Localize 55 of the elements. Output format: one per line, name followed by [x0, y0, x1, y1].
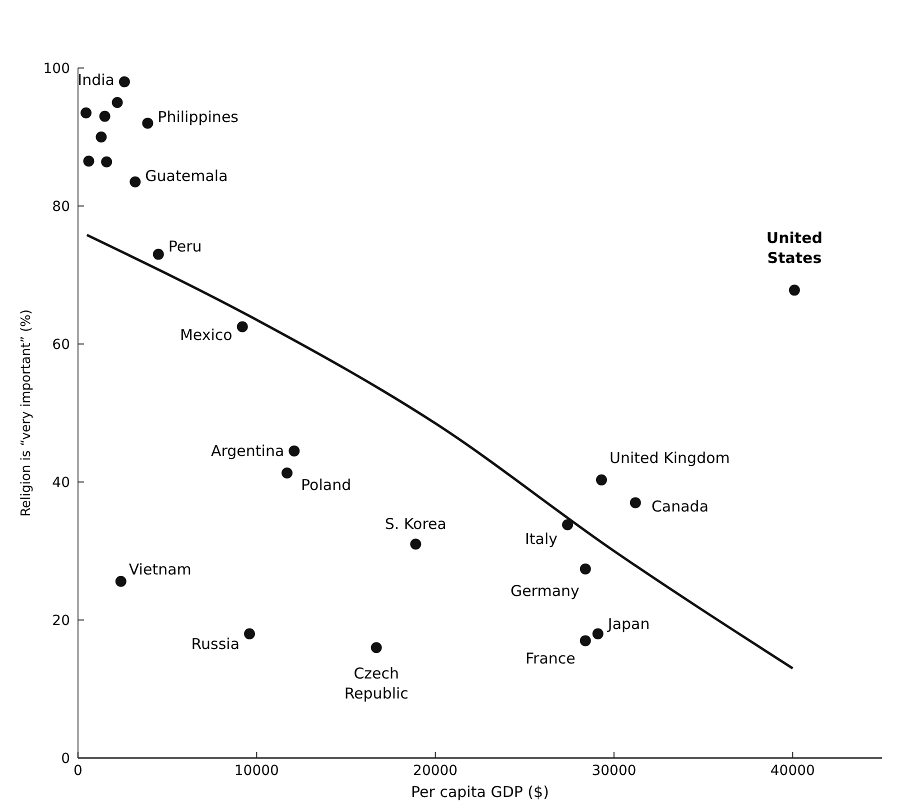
y-axis-title: Religion is “very important” (%)	[19, 309, 34, 517]
point	[410, 538, 422, 550]
point	[83, 156, 94, 167]
point	[118, 76, 130, 88]
y-tick-label: 40	[52, 475, 70, 491]
annotation: United Kingdom	[609, 448, 730, 467]
point	[112, 97, 123, 108]
point	[370, 642, 382, 654]
point	[236, 321, 248, 332]
point	[788, 284, 800, 296]
annotation: Argentina	[211, 442, 284, 460]
point	[562, 519, 574, 530]
x-tick-label: 40000	[770, 763, 815, 779]
point	[580, 635, 591, 646]
point	[96, 132, 107, 142]
x-tick-label: 10000	[234, 763, 279, 779]
x-tick-label: 0	[74, 763, 82, 779]
point	[99, 110, 110, 122]
x-tick-label: 30000	[592, 763, 636, 779]
annotation: Germany	[510, 582, 580, 600]
point	[282, 468, 293, 479]
y-tick-label: 80	[52, 199, 70, 215]
annotation: Czech Republic	[344, 664, 408, 703]
y-tick-label: 0	[61, 751, 70, 767]
point	[115, 576, 126, 587]
annotation: Italy	[525, 530, 558, 548]
point	[152, 248, 164, 260]
point	[596, 474, 607, 486]
point	[580, 563, 591, 574]
annotation: Vietnam	[128, 560, 192, 578]
annotation: Peru	[168, 237, 202, 256]
annotation: Mexico	[180, 326, 232, 344]
point	[592, 628, 604, 640]
annotation: Canada	[651, 498, 709, 516]
point	[630, 497, 641, 508]
annotation: Russia	[191, 634, 240, 653]
x-axis-title: Per capita GDP ($)	[411, 783, 549, 801]
x-tick-label: 20000	[413, 763, 458, 779]
annotation: France	[526, 650, 576, 668]
y-tick-label: 60	[52, 337, 70, 353]
point	[288, 445, 300, 456]
point	[244, 628, 256, 640]
point	[80, 107, 92, 118]
annotation: Guatemala	[145, 166, 228, 185]
annotation: India	[78, 70, 114, 89]
point	[130, 176, 141, 188]
annotation: United States	[766, 229, 822, 268]
point	[142, 118, 154, 129]
annotation: Philippines	[158, 108, 239, 126]
point	[101, 156, 112, 168]
y-tick-label: 20	[52, 613, 70, 629]
y-tick-label: 100	[43, 61, 70, 77]
annotation: Japan	[606, 614, 650, 633]
annotation: S. Korea	[384, 515, 446, 534]
annotation: Poland	[301, 476, 352, 494]
